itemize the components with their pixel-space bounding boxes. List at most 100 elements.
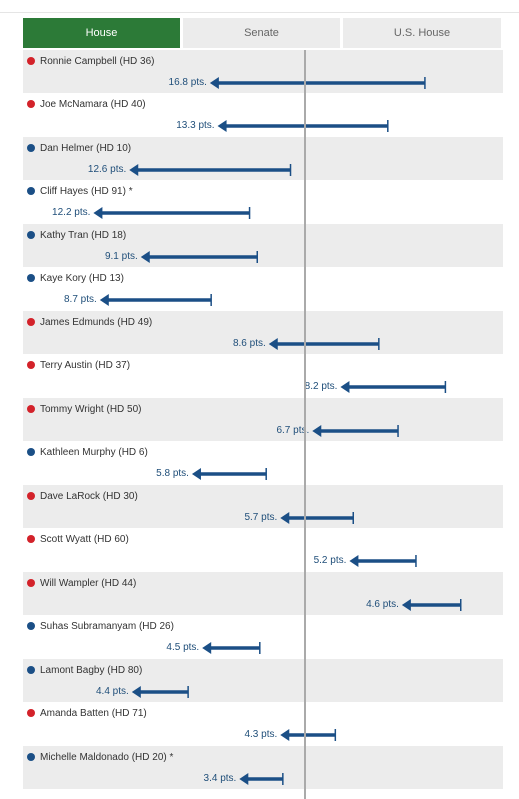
candidate-label: Kathleen Murphy (HD 6) <box>40 447 148 458</box>
shift-value-label: 5.2 pts. <box>313 555 347 566</box>
shift-arrow-head <box>280 512 290 524</box>
candidate-name: Cliff Hayes (HD 91) * <box>27 186 133 197</box>
candidate-name: James Edmunds (HD 49) <box>27 317 152 328</box>
shift-arrow-head <box>280 729 290 741</box>
shift-arrow-head <box>129 164 139 176</box>
candidate-label: Dave LaRock (HD 30) <box>40 491 138 502</box>
candidate-label: Joe McNamara (HD 40) <box>40 99 146 110</box>
table-row: Will Wampler (HD 44) 4.6 pts. <box>23 572 503 615</box>
table-row: Michelle Maldonado (HD 20) * 3.4 pts. <box>23 746 503 789</box>
table-row: Dave LaRock (HD 30) 5.7 pts. <box>23 485 503 528</box>
candidate-label: Kaye Kory (HD 13) <box>40 273 124 284</box>
party-dot <box>27 144 35 152</box>
candidate-label: Scott Wyatt (HD 60) <box>40 534 129 545</box>
candidate-name: Dan Helmer (HD 10) <box>27 143 131 154</box>
table-row: Cliff Hayes (HD 91) * 12.2 pts. <box>23 180 503 224</box>
candidate-name: Suhas Subramanyam (HD 26) <box>27 621 174 632</box>
shift-arrow-head <box>202 642 212 654</box>
shift-value-label: 4.5 pts. <box>166 642 200 653</box>
party-dot <box>27 187 35 195</box>
party-dot <box>27 361 35 369</box>
shift-arrow-head <box>191 468 201 480</box>
party-dot <box>27 492 35 500</box>
candidate-name: Michelle Maldonado (HD 20) * <box>27 752 173 763</box>
table-row: Dan Helmer (HD 10) 12.6 pts. <box>23 137 503 180</box>
candidate-name: Tommy Wright (HD 50) <box>27 404 142 415</box>
party-dot <box>27 622 35 630</box>
shift-value-label: 5.7 pts. <box>244 512 278 523</box>
shift-value-label: 4.6 pts. <box>366 599 399 610</box>
party-dot <box>27 535 35 543</box>
party-dot <box>27 753 35 761</box>
party-dot <box>27 100 35 108</box>
shift-value-label: 13.3 pts. <box>176 120 215 131</box>
candidate-label: Cliff Hayes (HD 91) * <box>40 186 133 197</box>
shift-value-label: 3.4 pts. <box>203 773 237 784</box>
table-row: Lamont Bagby (HD 80) 4.4 pts. <box>23 659 503 702</box>
shift-value-label: 5.8 pts. <box>156 468 189 479</box>
shift-arrow-head <box>140 251 150 263</box>
party-dot <box>27 57 35 65</box>
table-row: Kathy Tran (HD 18) 9.1 pts. <box>23 224 503 267</box>
shift-arrow-head <box>217 120 227 132</box>
tab-senate[interactable]: Senate <box>183 18 340 48</box>
candidate-name: Lamont Bagby (HD 80) <box>27 665 142 676</box>
shift-arrow-head <box>93 207 103 219</box>
candidate-label: Kathy Tran (HD 18) <box>40 230 127 241</box>
tab-house[interactable]: House <box>23 18 180 48</box>
shift-value-label: 16.8 pts. <box>168 77 207 88</box>
candidate-label: Amanda Batten (HD 71) <box>40 708 147 719</box>
candidate-name: Will Wampler (HD 44) <box>27 578 136 589</box>
candidate-name: Scott Wyatt (HD 60) <box>27 534 129 545</box>
chamber-tabs: House Senate U.S. House <box>23 18 501 48</box>
table-row: Kaye Kory (HD 13) 8.7 pts. <box>23 267 503 311</box>
candidate-name: Terry Austin (HD 37) <box>27 360 130 371</box>
candidate-label: Dan Helmer (HD 10) <box>40 143 132 154</box>
candidate-label: James Edmunds (HD 49) <box>40 317 153 328</box>
top-divider <box>0 12 519 13</box>
shift-arrow-head <box>312 425 322 437</box>
candidate-label: Will Wampler (HD 44) <box>40 578 137 589</box>
candidate-label: Suhas Subramanyam (HD 26) <box>40 621 174 632</box>
table-row: Tommy Wright (HD 50) 6.7 pts. <box>23 398 503 441</box>
shift-value-label: 8.2 pts. <box>304 381 338 392</box>
candidate-name: Amanda Batten (HD 71) <box>27 708 147 719</box>
party-dot <box>27 405 35 413</box>
shift-arrow-head <box>268 338 278 350</box>
candidate-name: Dave LaRock (HD 30) <box>27 491 138 502</box>
shift-arrow-head <box>401 599 411 611</box>
candidate-name: Kaye Kory (HD 13) <box>27 273 124 284</box>
shift-arrow-head <box>131 686 141 698</box>
shift-value-label: 4.3 pts. <box>244 729 278 740</box>
table-row: Suhas Subramanyam (HD 26) 4.5 pts. <box>23 615 503 659</box>
shift-value-label: 4.4 pts. <box>96 686 129 697</box>
candidate-name: Ronnie Campbell (HD 36) <box>27 56 155 67</box>
shift-value-label: 6.7 pts. <box>276 425 310 436</box>
candidate-label: Ronnie Campbell (HD 36) <box>40 56 155 67</box>
shift-arrow-head <box>349 555 359 567</box>
party-dot <box>27 709 35 717</box>
candidate-label: Michelle Maldonado (HD 20) * <box>40 752 174 763</box>
table-row: Kathleen Murphy (HD 6) 5.8 pts. <box>23 441 503 485</box>
table-row: James Edmunds (HD 49) 8.6 pts. <box>23 311 503 354</box>
table-row: Amanda Batten (HD 71) 4.3 pts. <box>23 702 503 746</box>
tab-us-house[interactable]: U.S. House <box>343 18 501 48</box>
candidate-name: Kathleen Murphy (HD 6) <box>27 447 148 458</box>
shift-value-label: 8.7 pts. <box>64 294 97 305</box>
table-row: Joe McNamara (HD 40) 13.3 pts. <box>23 93 503 137</box>
candidate-name: Kathy Tran (HD 18) <box>27 230 126 241</box>
shift-value-label: 9.1 pts. <box>104 251 138 262</box>
party-dot <box>27 231 35 239</box>
party-dot <box>27 579 35 587</box>
table-row: Scott Wyatt (HD 60) 5.2 pts. <box>23 528 503 572</box>
party-dot <box>27 448 35 456</box>
candidate-name: Joe McNamara (HD 40) <box>27 99 146 110</box>
zero-line <box>303 50 306 799</box>
party-dot <box>27 318 35 326</box>
candidate-label: Terry Austin (HD 37) <box>40 360 131 371</box>
shift-value-label: 12.2 pts. <box>52 207 91 218</box>
candidate-label: Lamont Bagby (HD 80) <box>40 665 143 676</box>
table-row: Terry Austin (HD 37) 8.2 pts. <box>23 354 503 398</box>
shift-arrow-head <box>209 77 219 89</box>
table-row: Ronnie Campbell (HD 36) 16.8 pts. <box>23 50 503 93</box>
